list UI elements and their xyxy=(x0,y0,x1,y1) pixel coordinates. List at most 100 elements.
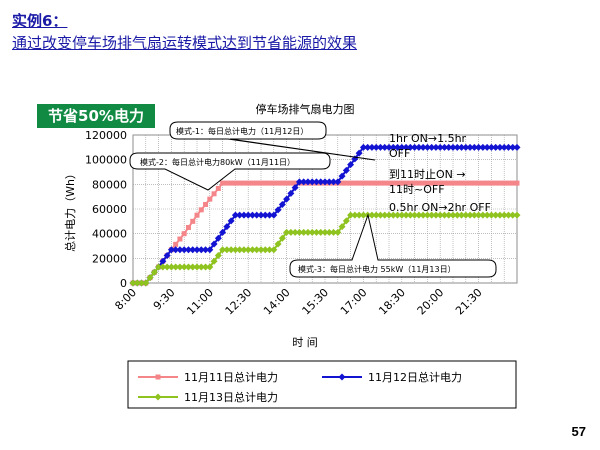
series-point xyxy=(372,211,380,219)
series-point xyxy=(244,211,252,219)
series-point xyxy=(274,240,282,248)
series-point xyxy=(300,228,308,236)
series-point xyxy=(193,263,201,271)
series-point xyxy=(334,228,342,236)
series-point xyxy=(505,180,511,186)
series-point xyxy=(240,246,248,254)
series-point xyxy=(190,218,196,224)
series-point xyxy=(411,143,419,151)
y-tick-label: 0 xyxy=(120,277,127,290)
series-point xyxy=(369,180,375,186)
series-point xyxy=(504,211,512,219)
series-point xyxy=(514,180,520,186)
series-point xyxy=(476,180,482,186)
series-point xyxy=(487,143,495,151)
legend-entry: 11月13日总计电力 xyxy=(138,390,278,404)
series-point xyxy=(193,246,201,254)
x-tick-label: 8:00 xyxy=(112,286,139,313)
series-point xyxy=(185,225,191,230)
mode-notes: 1hr ON→1.5hr OFF 到11时止ON → 11时~OFF 0.5hr… xyxy=(389,132,491,214)
callout-mode2: 模式-2：每日总计电力80kW（11月11日） xyxy=(129,152,331,191)
series-point xyxy=(203,201,209,207)
series-point xyxy=(449,143,457,151)
series-point xyxy=(215,185,221,191)
legend-label: 11月13日总计电力 xyxy=(184,390,278,404)
series-point xyxy=(133,279,141,287)
series-point xyxy=(493,180,499,186)
series-point xyxy=(475,143,483,151)
series-point xyxy=(172,246,180,254)
series-point xyxy=(231,246,239,254)
series-point xyxy=(376,211,384,219)
series-point xyxy=(500,211,508,219)
series-3 xyxy=(129,211,521,287)
series-point xyxy=(142,279,150,287)
series-point xyxy=(352,180,358,186)
series-point xyxy=(249,180,255,186)
x-tick-label: 15:30 xyxy=(300,286,332,318)
series-point xyxy=(462,211,470,219)
series-point xyxy=(355,211,363,219)
series-point xyxy=(330,228,338,236)
series-point xyxy=(463,180,469,186)
series-point xyxy=(458,211,466,219)
x-tick-label: 14:00 xyxy=(261,286,293,318)
series-point xyxy=(253,211,261,219)
series-point xyxy=(406,211,414,219)
series-point xyxy=(446,180,452,186)
chart-series xyxy=(129,143,521,287)
series-point xyxy=(360,180,366,186)
series-point xyxy=(509,143,517,151)
series-point xyxy=(351,211,359,219)
legend-marker xyxy=(155,374,161,380)
series-point xyxy=(241,180,247,186)
series-point xyxy=(275,180,281,186)
series-point xyxy=(167,263,175,271)
series-point xyxy=(245,180,251,186)
series-point xyxy=(257,211,265,219)
series-point xyxy=(484,180,490,186)
callout-mode3: 模式-3：每日总计电力 55kW（11月13日） xyxy=(289,213,497,278)
series-point xyxy=(220,180,226,186)
series-point xyxy=(189,246,197,254)
series-point xyxy=(312,178,320,186)
series-point xyxy=(407,180,413,186)
series-point xyxy=(266,211,274,219)
series-point xyxy=(291,184,299,192)
legend-entry: 11月11日总计电力 xyxy=(138,370,278,384)
series-point xyxy=(219,246,227,254)
series-point xyxy=(347,211,355,219)
series-point xyxy=(402,143,410,151)
series-point xyxy=(428,143,436,151)
series-point xyxy=(223,246,231,254)
series-point xyxy=(262,180,268,186)
series-point xyxy=(291,228,299,236)
series-point xyxy=(389,143,397,151)
series-point xyxy=(382,180,388,186)
x-tick-label: 20:00 xyxy=(415,286,447,318)
series-point xyxy=(180,263,188,271)
series-point xyxy=(497,180,503,186)
y-tick-label: 100000 xyxy=(85,154,127,167)
series-point xyxy=(376,143,384,151)
series-point xyxy=(454,180,460,186)
series-point xyxy=(492,211,500,219)
series-point xyxy=(428,211,436,219)
series-point xyxy=(228,180,234,186)
x-tick-label: 11:00 xyxy=(184,286,216,318)
series-point xyxy=(419,143,427,151)
y-tick-label: 20000 xyxy=(92,252,127,265)
series-point xyxy=(232,180,238,186)
series-point xyxy=(458,143,466,151)
series-point xyxy=(389,211,397,219)
series-point xyxy=(356,180,362,186)
series-point xyxy=(445,143,453,151)
series-point xyxy=(470,143,478,151)
series-point xyxy=(278,200,286,208)
series-point xyxy=(385,211,393,219)
x-axis-label: 时 间 xyxy=(292,336,318,349)
series-point xyxy=(466,143,474,151)
series-point xyxy=(283,228,291,236)
series-point xyxy=(198,207,204,213)
